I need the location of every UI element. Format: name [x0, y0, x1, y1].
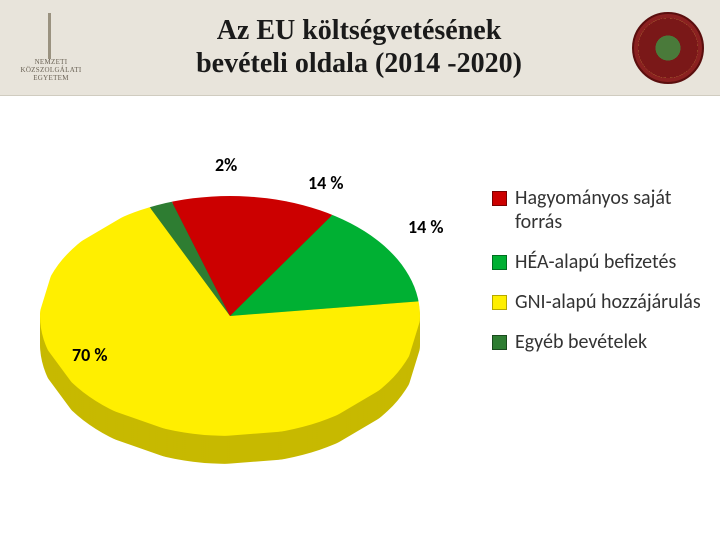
- legend-label: Hagyományos saját forrás: [515, 186, 710, 234]
- legend-item: HÉA-alapú befizetés: [492, 250, 710, 274]
- title-wrap: Az EU költségvetésének bevételi oldala (…: [86, 15, 632, 79]
- pie-data-label: 70 %: [72, 344, 107, 366]
- pie-chart: [40, 196, 420, 464]
- legend-item: Egyéb bevételek: [492, 330, 710, 354]
- org-logo-left: NEMZETI KÖZSZOLGÁLATI EGYETEM: [16, 13, 86, 83]
- legend-swatch: [492, 295, 507, 310]
- legend-swatch: [492, 335, 507, 350]
- org-logo-text: NEMZETI KÖZSZOLGÁLATI EGYETEM: [16, 59, 86, 82]
- legend-swatch: [492, 191, 507, 206]
- pie-data-label: 14 %: [308, 172, 343, 194]
- header-bar: NEMZETI KÖZSZOLGÁLATI EGYETEM Az EU költ…: [0, 0, 720, 96]
- legend-swatch: [492, 255, 507, 270]
- pie-data-label: 14 %: [408, 216, 443, 238]
- legend-label: GNI-alapú hozzájárulás: [515, 290, 701, 314]
- org-seal-right: [632, 12, 704, 84]
- legend-label: Egyéb bevételek: [515, 330, 647, 354]
- slide-title-line2: bevételi oldala (2014 -2020): [86, 48, 632, 80]
- chart-area: Hagyományos saját forrás HÉA-alapú befize…: [0, 96, 720, 540]
- pie-data-label: 2%: [215, 154, 237, 176]
- legend-item: GNI-alapú hozzájárulás: [492, 290, 710, 314]
- legend: Hagyományos saját forrás HÉA-alapú befize…: [492, 186, 710, 370]
- legend-label: HÉA-alapú befizetés: [515, 250, 676, 274]
- slide-title-line1: Az EU költségvetésének: [86, 15, 632, 47]
- legend-item: Hagyományos saját forrás: [492, 186, 710, 234]
